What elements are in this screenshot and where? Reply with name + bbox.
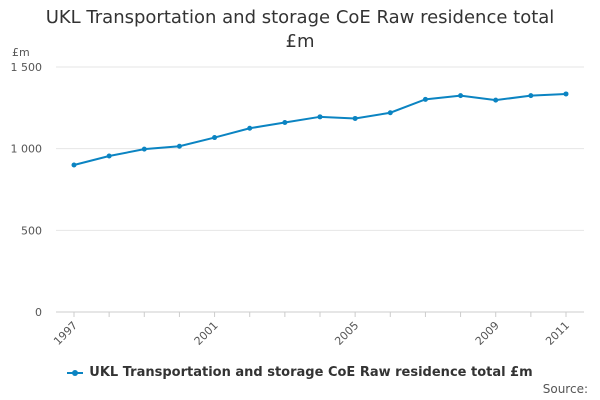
x-tick-label: 2009 [473,319,502,348]
x-tick-labels: 1997 2001 2005 2009 2011 [51,312,572,348]
legend[interactable]: UKL Transportation and storage CoE Raw r… [0,365,600,382]
data-point[interactable] [176,143,182,149]
chart-title-line-2: £m [285,31,315,52]
data-point[interactable] [458,93,464,99]
x-tick-label: 2011 [543,319,572,348]
data-point[interactable] [71,162,77,168]
data-point[interactable] [387,110,393,116]
y-tick-labels: 0 500 1 000 1 500 [11,61,43,319]
y-tick-label: 1 000 [11,143,43,156]
source-label: Source: [542,382,588,396]
data-point[interactable] [141,146,147,152]
data-point[interactable] [352,115,358,121]
legend-swatch-icon [67,368,84,378]
data-point[interactable] [247,125,253,131]
series-line [73,92,567,166]
x-tick-label: 2005 [332,319,361,348]
data-point[interactable] [493,97,499,103]
data-point[interactable] [422,96,428,102]
data-point[interactable] [106,153,112,159]
x-tick-label: 1997 [51,319,80,348]
chart-title: UKL Transportation and storage CoE Raw r… [0,6,600,54]
x-tick-label: 2001 [192,319,221,348]
gridlines [56,66,584,231]
y-tick-label: 500 [21,224,42,237]
legend-label: UKL Transportation and storage CoE Raw r… [89,365,533,380]
series-group [71,91,569,168]
data-point[interactable] [528,93,534,99]
data-point[interactable] [317,114,323,120]
y-tick-label: 0 [35,306,42,319]
chart-title-line-1: UKL Transportation and storage CoE Raw r… [45,7,555,28]
data-point[interactable] [212,135,218,141]
data-point[interactable] [282,120,288,126]
data-point[interactable] [563,91,569,97]
y-axis-label: £m [12,46,30,59]
y-tick-label: 1 500 [11,61,43,74]
